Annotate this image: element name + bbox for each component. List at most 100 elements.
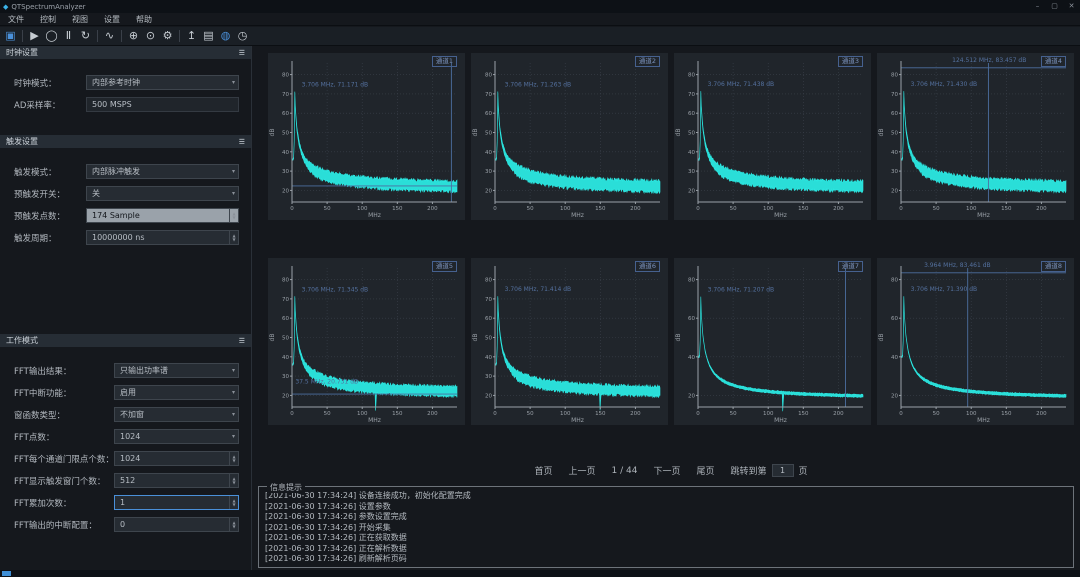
svg-text:30: 30	[688, 169, 695, 175]
svg-text:80: 80	[485, 73, 492, 79]
refresh-icon[interactable]: ↻	[80, 29, 91, 42]
settings-sidebar: 时钟设置 ☰ 时钟模式： 内部参考时钟 ▾ AD采样率： 500 MSPS 触发设置 ☰ 触发模式…	[0, 46, 252, 570]
dropdown-control[interactable]: 不加窗 ▾	[114, 407, 239, 422]
title-bar: ◆ QTSpectrumAnalyzer – ▢ ✕	[0, 0, 1080, 13]
clock-icon[interactable]: ◷	[237, 29, 248, 42]
prev-page-button[interactable]: 上一页	[568, 467, 596, 477]
svg-text:40: 40	[485, 150, 492, 156]
dropdown-control[interactable]: 内部参考时钟 ▾	[86, 75, 239, 90]
chevron-down-icon[interactable]: ▾	[231, 411, 235, 418]
toolbar-separator	[121, 30, 122, 42]
network-icon[interactable]: ◍	[220, 29, 231, 42]
svg-text:3.706 MHz, 71.263 dB: 3.706 MHz, 71.263 dB	[505, 81, 572, 88]
svg-text:MHz: MHz	[368, 212, 381, 219]
spinbox-control[interactable]: 1024 ▲ ▼	[114, 451, 239, 466]
field-value: 174 Sample	[92, 211, 140, 220]
field-row: 预触发点数： 174 Sample ▲ ▼	[14, 208, 239, 223]
channel-gate-button[interactable]: 通道3	[837, 56, 863, 67]
spinbox-control[interactable]: 0 ▲ ▼	[114, 517, 239, 532]
panel-menu-icon[interactable]: ☰	[238, 48, 245, 57]
field-label: 触发模式：	[14, 167, 57, 178]
channel-gate-button[interactable]: 通道4	[1040, 56, 1066, 67]
panel-menu-icon[interactable]: ☰	[238, 137, 245, 146]
menu-item-3[interactable]: 设置	[104, 14, 120, 24]
page-indicator: 1 / 44	[611, 465, 638, 476]
status-bar	[0, 570, 1080, 577]
menu-item-4[interactable]: 帮助	[136, 14, 152, 24]
close-button[interactable]: ✕	[1068, 2, 1075, 10]
channel-gate-button[interactable]: 通道1	[431, 56, 457, 67]
dropdown-control[interactable]: 启用 ▾	[114, 385, 239, 400]
spinbox-control[interactable]: 512 ▲ ▼	[114, 473, 239, 488]
spinner-arrows-icon[interactable]: ▲ ▼	[229, 474, 238, 487]
spinbox-control[interactable]: 174 Sample ▲ ▼	[86, 208, 239, 223]
minimize-button[interactable]: –	[1035, 2, 1040, 10]
last-page-button[interactable]: 尾页	[696, 467, 715, 477]
play-icon[interactable]: ▶	[30, 29, 39, 42]
spectrum-plot: 20 30 40 50 60 70 80 0 50 100 150 200 MHz dB 3.706 MHz…	[269, 61, 458, 219]
field-row: FFT输出结果： 只输出功率谱 ▾	[14, 363, 239, 378]
log-entry: [2021-06-30 17:34:26] 设置参数	[265, 501, 391, 511]
chevron-down-icon[interactable]: ▾	[231, 389, 235, 396]
chevron-down-icon[interactable]: ▾	[231, 367, 235, 374]
spinner-arrows-icon[interactable]: ▲ ▼	[229, 231, 238, 244]
spectrum-plot: 20 30 40 50 60 70 80 0 50 100 150 200 MHz dB 3.706 MHz…	[472, 266, 661, 424]
svg-text:MHz: MHz	[571, 417, 584, 424]
dropdown-control[interactable]: 只输出功率谱 ▾	[114, 363, 239, 378]
menu-item-2[interactable]: 视图	[72, 14, 88, 24]
menu-bar: 文件 控制 视图 设置 帮助	[0, 13, 1080, 26]
menu-item-0[interactable]: 文件	[8, 14, 24, 24]
chevron-down-icon[interactable]: ▾	[231, 168, 235, 175]
svg-text:3.706 MHz, 71.345 dB: 3.706 MHz, 71.345 dB	[302, 286, 369, 293]
calibrate-icon[interactable]: ⊕	[128, 29, 139, 42]
channel-gate-button[interactable]: 通道6	[634, 261, 660, 272]
device-icon[interactable]: ▣	[5, 29, 16, 42]
log-entry: [2021-06-30 17:34:24] 设备连接成功，初始化配置完成	[265, 491, 471, 500]
dropdown-control[interactable]: 关 ▾	[86, 186, 239, 201]
menu-item-1[interactable]: 控制	[40, 14, 56, 24]
chevron-down-icon[interactable]: ▾	[231, 433, 235, 440]
svg-text:60: 60	[891, 316, 898, 322]
first-page-button[interactable]: 首页	[534, 467, 553, 477]
spinner-arrows-icon[interactable]: ▲ ▼	[229, 452, 238, 465]
dropdown-control[interactable]: 1024 ▾	[114, 429, 239, 444]
field-row: 预触发开关：关 ▾	[14, 186, 239, 201]
channel-gate-button[interactable]: 通道8	[1040, 261, 1066, 272]
channel-gate-button[interactable]: 通道5	[431, 261, 457, 272]
channel-gate-button[interactable]: 通道2	[634, 56, 660, 67]
channel-gate-button[interactable]: 通道7	[837, 261, 863, 272]
stop-icon[interactable]: ◯	[45, 29, 58, 42]
dropdown-control[interactable]: 内部脉冲触发 ▾	[86, 164, 239, 179]
svg-text:dB: dB	[472, 129, 479, 137]
field-row: AD采样率： 500 MSPS	[14, 97, 239, 112]
spinner-arrows-icon[interactable]: ▲ ▼	[229, 518, 238, 531]
svg-text:0: 0	[696, 411, 700, 417]
settings-icon[interactable]: ⚙	[162, 29, 173, 42]
spinner-arrows-icon[interactable]: ▲ ▼	[229, 209, 238, 222]
svg-text:0: 0	[290, 206, 294, 212]
maximize-button[interactable]: ▢	[1051, 2, 1058, 10]
pause-icon[interactable]: Ⅱ	[65, 29, 72, 42]
jump-page-input[interactable]	[771, 464, 794, 477]
waveform-icon[interactable]: ∿	[104, 29, 115, 42]
app-logo-icon: ◆	[3, 2, 9, 11]
chevron-down-icon[interactable]: ▾	[231, 79, 235, 86]
next-page-button[interactable]: 下一页	[653, 467, 681, 477]
panel-header: 时钟设置 ☰	[0, 46, 251, 59]
spinner-arrows-icon[interactable]: ▲ ▼	[229, 496, 238, 509]
upload-icon[interactable]: ↥	[186, 29, 197, 42]
svg-text:50: 50	[527, 411, 534, 417]
spinbox-control[interactable]: 1 ▲ ▼	[114, 495, 239, 510]
power-icon[interactable]: ⊙	[145, 29, 156, 42]
svg-text:100: 100	[763, 411, 774, 417]
save-icon[interactable]: ▤	[203, 29, 214, 42]
spectrum-plot: 20 40 60 80 0 50 100 150 200 MHz dB 3.706 MHz, 71.3…	[878, 262, 1067, 424]
svg-text:50: 50	[933, 206, 940, 212]
svg-text:80: 80	[282, 73, 289, 79]
spectrum-plot: 20 30 40 50 60 70 80 0 50 100 150 200 MHz dB 3.706 MHz…	[472, 61, 661, 219]
panel-menu-icon[interactable]: ☰	[238, 336, 245, 345]
chevron-down-icon[interactable]: ▾	[231, 190, 235, 197]
field-label: FFT累加次数：	[14, 498, 72, 509]
svg-text:150: 150	[392, 206, 403, 212]
spinbox-control[interactable]: 10000000 ns ▲ ▼	[86, 230, 239, 245]
